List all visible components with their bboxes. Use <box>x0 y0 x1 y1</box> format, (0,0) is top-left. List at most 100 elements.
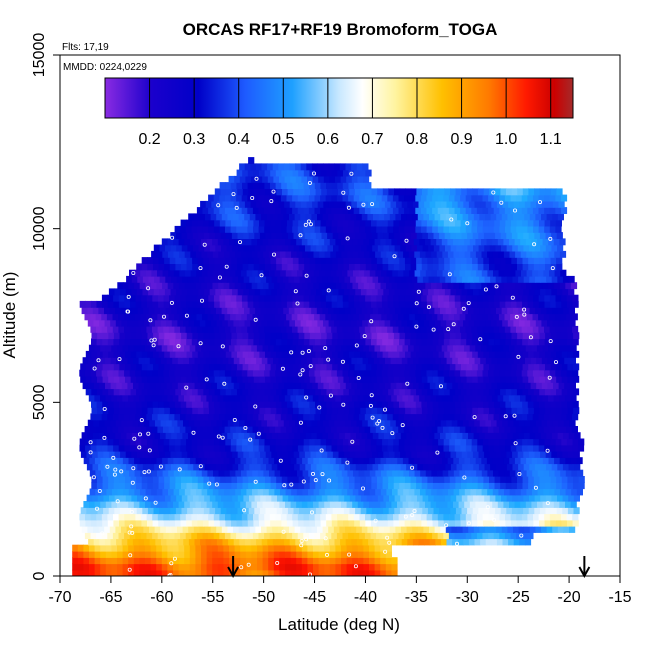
heatmap-cell <box>428 244 435 252</box>
heatmap-cell <box>230 313 237 321</box>
heatmap-cell <box>163 338 170 346</box>
heatmap-cell <box>251 557 258 565</box>
heatmap-cell <box>204 432 211 440</box>
heatmap-cell <box>508 382 515 390</box>
heatmap-cell <box>169 438 176 446</box>
heatmap-cell <box>533 482 540 490</box>
heatmap-cell <box>345 538 352 546</box>
heatmap-cell <box>213 269 220 277</box>
heatmap-cell <box>151 488 158 496</box>
heatmap-cell <box>416 257 423 264</box>
heatmap-cell <box>202 532 209 540</box>
heatmap-cell <box>437 325 444 333</box>
heatmap-cell <box>244 200 252 208</box>
heatmap-cell <box>241 313 248 321</box>
heatmap-cell <box>125 407 132 415</box>
heatmap-cell <box>178 551 185 558</box>
heatmap-cell <box>88 344 96 352</box>
heatmap-cell <box>236 400 243 408</box>
heatmap-cell <box>240 563 247 571</box>
heatmap-cell <box>150 569 157 576</box>
heatmap-cell <box>405 244 412 252</box>
heatmap-cell <box>557 494 564 502</box>
heatmap-cell <box>552 200 560 208</box>
heatmap-cell <box>275 300 282 308</box>
heatmap-cell <box>541 382 548 390</box>
heatmap-cell <box>384 419 391 427</box>
heatmap-cell <box>125 350 132 358</box>
heatmap-cell <box>232 307 239 315</box>
heatmap-cell <box>417 526 424 533</box>
heatmap-cell <box>513 526 520 533</box>
heatmap-cell <box>501 432 508 440</box>
heatmap-cell <box>551 494 558 502</box>
heatmap-cell <box>538 444 545 452</box>
heatmap-cell <box>464 501 471 508</box>
heatmap-cell <box>362 419 369 427</box>
heatmap-cell <box>325 426 332 433</box>
heatmap-cell <box>511 375 518 383</box>
heatmap-cell <box>156 501 163 508</box>
heatmap-cell <box>376 369 383 377</box>
heatmap-cell <box>402 344 409 352</box>
heatmap-cell <box>242 338 249 346</box>
heatmap-cell <box>441 501 448 508</box>
heatmap-cell <box>369 488 376 496</box>
heatmap-cell <box>313 488 320 496</box>
heatmap-cell <box>409 313 416 321</box>
heatmap-cell <box>332 332 339 340</box>
heatmap-cell <box>378 463 385 471</box>
heatmap-cell <box>197 363 204 371</box>
heatmap-cell <box>137 494 144 502</box>
heatmap-cell <box>468 432 475 440</box>
heatmap-cell <box>167 557 174 565</box>
heatmap-cell <box>225 438 232 446</box>
heatmap-cell <box>441 238 448 246</box>
heatmap-cell <box>546 213 553 221</box>
heatmap-cell <box>329 563 336 571</box>
heatmap-cell <box>201 469 208 477</box>
heatmap-cell <box>527 413 534 421</box>
heatmap-cell <box>130 388 137 396</box>
heatmap-cell <box>105 501 112 508</box>
heatmap-cell <box>124 338 131 346</box>
heatmap-cell <box>156 457 163 465</box>
heatmap-cell <box>259 388 266 396</box>
heatmap-cell <box>158 482 165 490</box>
heatmap-cell <box>354 219 361 227</box>
heatmap-cell <box>439 275 446 283</box>
heatmap-cell <box>290 344 297 352</box>
heatmap-cell <box>257 551 264 558</box>
heatmap-cell <box>255 213 262 221</box>
heatmap-cell <box>383 451 390 458</box>
heatmap-cell <box>98 432 105 440</box>
heatmap-cell <box>528 476 535 483</box>
heatmap-cell <box>331 444 338 452</box>
heatmap-cell <box>528 363 535 371</box>
heatmap-cell <box>380 250 387 258</box>
heatmap-cell <box>416 350 423 358</box>
heatmap-cell <box>146 444 153 452</box>
heatmap-cell <box>134 488 141 496</box>
heatmap-cell <box>397 501 404 508</box>
heatmap-cell <box>202 225 209 233</box>
heatmap-cell <box>493 207 500 214</box>
heatmap-cell <box>124 325 131 333</box>
heatmap-cell <box>323 200 330 208</box>
heatmap-cell <box>305 213 312 221</box>
heatmap-cell <box>225 400 232 408</box>
heatmap-cell <box>158 400 165 408</box>
heatmap-cell <box>398 413 405 421</box>
heatmap-cell <box>256 200 263 208</box>
heatmap-cell <box>147 263 154 271</box>
heatmap-cell <box>378 432 385 440</box>
heatmap-cell <box>381 194 388 202</box>
heatmap-cell <box>572 300 579 308</box>
heatmap-cell <box>148 288 155 296</box>
heatmap-cell <box>493 369 500 377</box>
heatmap-cell <box>102 332 109 340</box>
heatmap-cell <box>94 563 101 571</box>
heatmap-cell <box>451 213 458 221</box>
heatmap-cell <box>152 294 159 302</box>
heatmap-cell <box>321 375 328 383</box>
